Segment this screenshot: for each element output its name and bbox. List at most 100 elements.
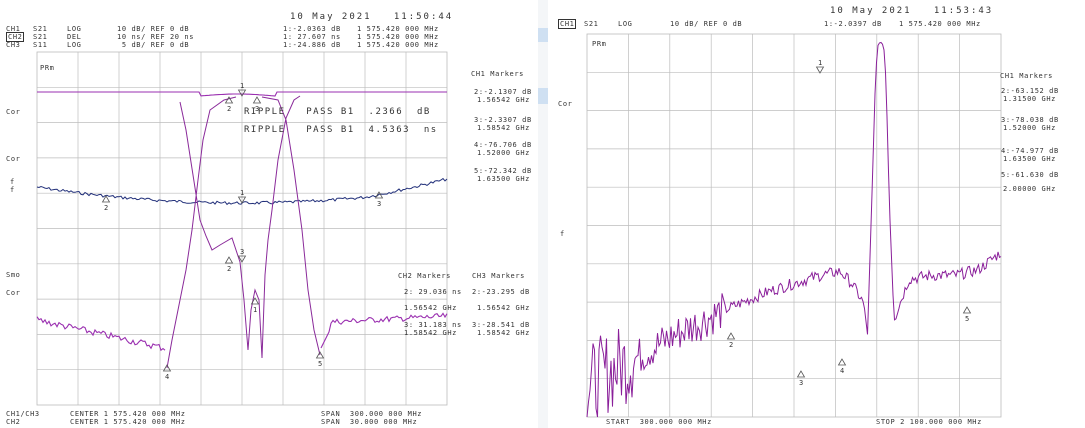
- header-ch2-scale: 10 ns/ REF 20 ns: [117, 33, 195, 41]
- header-ch1[interactable]: CH1: [558, 19, 577, 29]
- header-ch3-marker: 1:-24.886 dB: [283, 41, 341, 49]
- header-meas: S21: [584, 20, 599, 28]
- marker-triangle: [162, 364, 172, 372]
- side-label: Cor: [6, 155, 21, 163]
- marker-freq: 1.58542 GHz: [477, 124, 530, 132]
- marker-triangle: [315, 351, 325, 359]
- marker-freq: 1.56542 GHz: [477, 96, 530, 104]
- ch1-markers-title: CH1 Markers: [1000, 72, 1053, 80]
- marker-value: 2: 29.036 ns: [404, 288, 462, 296]
- footer-center: CENTER 1 575.420 000 MHz: [70, 410, 186, 418]
- ch2-markers-title: CH2 Markers: [398, 272, 451, 280]
- marker-freq: 1.52000 GHz: [477, 149, 530, 157]
- header-ch3: CH3: [6, 41, 21, 49]
- marker-label: 2: [227, 265, 231, 273]
- marker-label: 5: [965, 315, 969, 323]
- marker-label: 1: [240, 82, 244, 90]
- ch3-s11-trace: [36, 312, 448, 352]
- header-ch2-meas: S21: [33, 33, 48, 41]
- header-ch2[interactable]: CH2: [6, 32, 25, 42]
- marker-freq: 1.63500 GHz: [1003, 155, 1056, 163]
- left-timestamp: 10 May 2021 11:50:44: [290, 12, 454, 22]
- marker-label: 1: [240, 189, 244, 197]
- marker-label: 4: [840, 367, 844, 375]
- ch3-markers-title: CH3 Markers: [472, 272, 525, 280]
- footer-stop: STOP 2 100.000 000 MHz: [876, 418, 982, 426]
- marker-value: 3:-2.3307 dB: [474, 116, 532, 124]
- marker-label: 3: [377, 200, 381, 208]
- right-plot: 1 2 3 4 5: [586, 33, 1002, 418]
- marker-label: 2: [729, 341, 733, 349]
- side-label: Cor: [6, 108, 21, 116]
- header-ch1-scale: 10 dB/ REF 0 dB: [117, 25, 190, 33]
- header-ch2-fmt: DEL: [67, 33, 82, 41]
- marker-label: 5: [318, 360, 322, 368]
- marker-value: 5:-61.630 dB: [1001, 171, 1059, 179]
- marker-triangle: [837, 358, 847, 366]
- marker-label: 3: [255, 105, 259, 113]
- ch1-markers-title: CH1 Markers: [471, 70, 524, 78]
- marker-triangle: [237, 196, 247, 204]
- marker-freq: 2.00000 GHz: [1003, 185, 1056, 193]
- marker-value: 3:-28.541 dB: [472, 321, 530, 329]
- marker-triangle: [237, 89, 247, 97]
- marker-triangle: [224, 256, 234, 264]
- header-ch1-meas: S21: [33, 25, 48, 33]
- marker-value: 4:-76.706 dB: [474, 141, 532, 149]
- header-ch3-scale: 5 dB/ REF 0 dB: [117, 41, 190, 49]
- ch1-s21-rejection-trace: [166, 95, 321, 369]
- side-label: Smo: [6, 271, 21, 279]
- footer-channel: CH2: [6, 418, 21, 426]
- ch1-s21-wideband-trace: [586, 41, 1002, 418]
- right-analyzer-panel: 10 May 2021 11:53:43 CH1 S21 LOG 10 dB/ …: [548, 0, 1085, 428]
- marker-triangle: [252, 96, 262, 104]
- marker-label: 3: [240, 248, 244, 256]
- header-ch1-marker: 1:-2.0363 dB: [283, 25, 341, 33]
- header-ch2-marker: 1: 27.607 ns: [283, 33, 341, 41]
- side-label: PRm: [592, 40, 607, 48]
- footer-span: SPAN 300.000 000 MHz: [321, 410, 423, 418]
- marker-freq: 1.56542 GHz: [404, 304, 457, 312]
- marker-label: 4: [165, 373, 169, 381]
- marker-value: 2:-2.1307 dB: [474, 88, 532, 96]
- ripple-readout-1: RIPPLE PASS B1 .2366 dB: [244, 107, 431, 117]
- marker-value: 3:-78.038 dB: [1001, 116, 1059, 124]
- marker-value: 2:-63.152 dB: [1001, 87, 1059, 95]
- footer-span: SPAN 30.000 000 MHz: [321, 418, 418, 426]
- side-label: f: [560, 230, 565, 238]
- side-label: f: [10, 178, 15, 186]
- marker-triangle: [374, 191, 384, 199]
- marker-triangle: [815, 66, 825, 74]
- marker-freq: 1.58542 GHz: [477, 329, 530, 337]
- marker-triangle: [726, 332, 736, 340]
- window-divider: [538, 0, 548, 428]
- marker-freq: 1.58542 GHz: [404, 329, 457, 337]
- marker-value: 2:-23.295 dB: [472, 288, 530, 296]
- header-ch1: CH1: [6, 25, 21, 33]
- marker-label: 1: [253, 306, 257, 314]
- marker-triangle: [250, 297, 260, 305]
- marker-label: 2: [227, 105, 231, 113]
- header-ch2-freq: 1 575.420 000 MHz: [357, 33, 439, 41]
- side-label: PRm: [40, 64, 55, 72]
- header-marker: 1:-2.0397 dB: [824, 20, 882, 28]
- header-ch3-freq: 1 575.420 000 MHz: [357, 41, 439, 49]
- footer-center: CENTER 1 575.420 000 MHz: [70, 418, 186, 426]
- header-ch1-fmt: LOG: [67, 25, 82, 33]
- side-label: Cor: [6, 289, 21, 297]
- marker-freq: 1.63500 GHz: [477, 175, 530, 183]
- marker-freq: 1.56542 GHz: [477, 304, 530, 312]
- marker-value: 5:-72.342 dB: [474, 167, 532, 175]
- header-ch3-meas: S11: [33, 41, 48, 49]
- header-freq: 1 575.420 000 MHz: [899, 20, 981, 28]
- marker-label: 3: [799, 379, 803, 387]
- marker-triangle: [796, 370, 806, 378]
- marker-freq: 1.31500 GHz: [1003, 95, 1056, 103]
- header-fmt: LOG: [618, 20, 633, 28]
- footer-start: START 300.000 000 MHz: [606, 418, 712, 426]
- marker-value: 3: 31.183 ns: [404, 321, 462, 329]
- header-scale: 10 dB/ REF 0 dB: [670, 20, 743, 28]
- ch1-s21-trace: [37, 91, 447, 97]
- side-label: Cor: [558, 100, 573, 108]
- marker-triangle: [237, 255, 247, 263]
